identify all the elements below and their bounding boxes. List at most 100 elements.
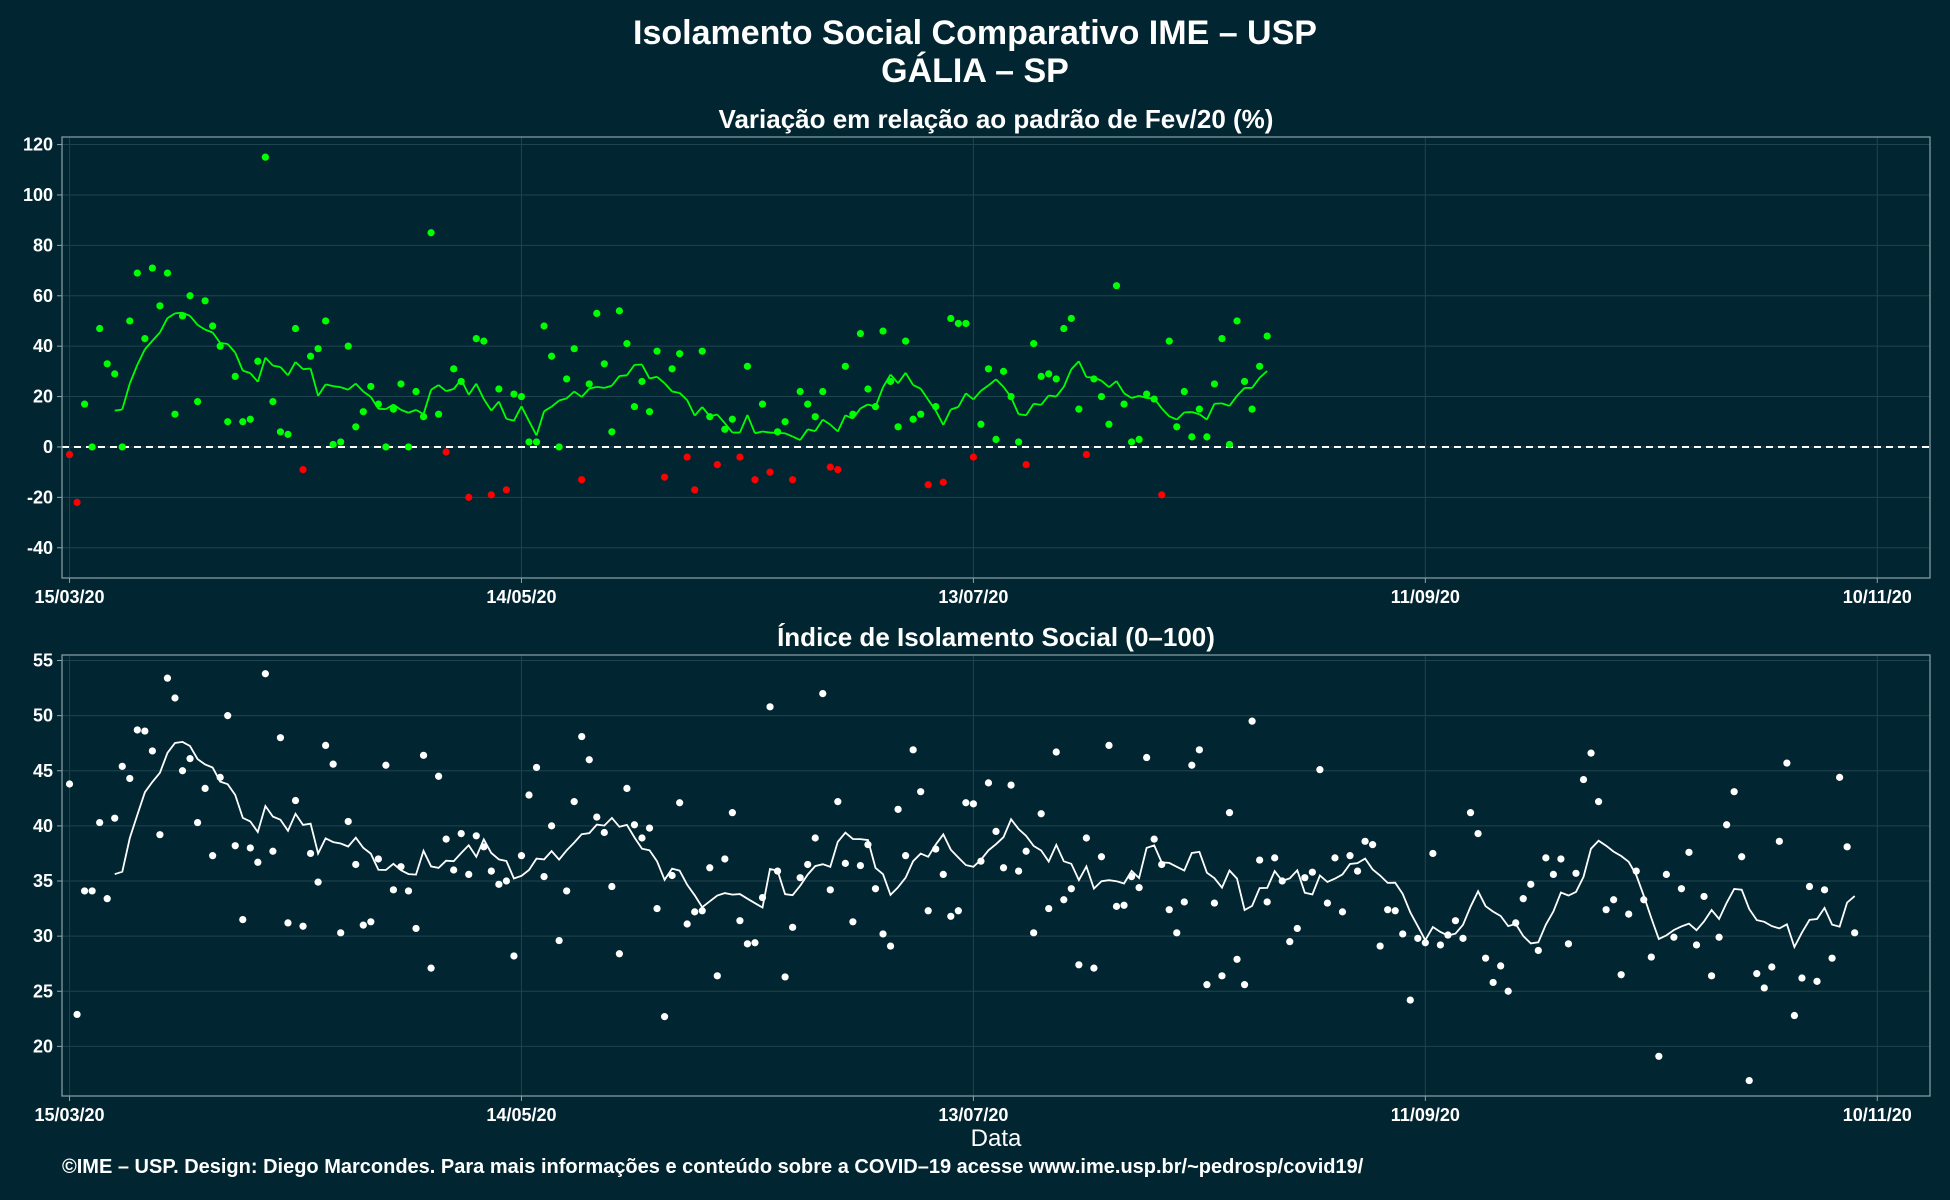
data-point	[96, 324, 104, 333]
moving-average-segment	[972, 390, 982, 401]
moving-average-segment	[264, 357, 274, 367]
data-point	[1662, 870, 1670, 878]
data-point	[691, 908, 699, 916]
data-point	[894, 805, 902, 813]
data-point	[389, 886, 398, 894]
data-point	[1384, 906, 1392, 914]
data-point	[1745, 1076, 1753, 1085]
data-point	[856, 329, 865, 338]
data-point	[1060, 324, 1068, 333]
y-tick-label: 20	[33, 1036, 53, 1056]
moving-average-segment	[619, 374, 628, 377]
data-point	[894, 423, 902, 431]
data-point	[856, 861, 865, 870]
data-point	[1293, 924, 1301, 933]
moving-average-segment	[860, 403, 869, 410]
data-point	[419, 751, 428, 759]
data-point	[306, 352, 315, 360]
data-point	[917, 410, 925, 418]
moving-average-segment	[656, 376, 666, 384]
data-point	[676, 799, 684, 807]
moving-average-segment	[159, 317, 169, 333]
moving-average-segment	[904, 372, 914, 386]
data-point	[1112, 902, 1121, 910]
data-point	[487, 491, 495, 499]
data-point	[231, 372, 239, 380]
data-point	[1504, 987, 1512, 995]
data-point	[1579, 775, 1588, 784]
data-point	[1256, 856, 1264, 864]
data-point	[902, 337, 910, 345]
data-point	[1557, 855, 1565, 863]
data-point	[585, 380, 593, 388]
moving-average-segment	[604, 384, 613, 389]
y-tick-label: -40	[27, 538, 53, 558]
moving-average-segment	[581, 388, 590, 398]
x-tick-label: 10/11/20	[1843, 1105, 1912, 1125]
data-point	[811, 834, 819, 842]
data-point	[1331, 854, 1339, 862]
data-point	[992, 827, 1000, 836]
data-point	[209, 322, 217, 330]
data-point	[1670, 933, 1678, 941]
data-point	[1512, 919, 1520, 927]
data-point	[713, 972, 721, 980]
y-tick-label: 100	[23, 185, 53, 205]
data-point	[118, 762, 126, 770]
data-point	[563, 887, 571, 895]
data-point	[1489, 978, 1497, 987]
data-point	[909, 746, 917, 754]
y-tick-label: 40	[33, 336, 53, 356]
data-point	[1783, 759, 1791, 767]
data-point	[1127, 438, 1136, 446]
moving-average-segment	[1228, 395, 1238, 407]
data-point	[879, 930, 887, 938]
data-point	[1429, 849, 1437, 858]
data-point	[1316, 766, 1324, 774]
data-point	[939, 870, 947, 878]
data-point	[141, 335, 149, 343]
data-point	[359, 408, 367, 416]
data-point	[1240, 981, 1249, 989]
data-point	[480, 843, 488, 851]
data-point	[133, 269, 141, 277]
data-point	[1007, 781, 1015, 789]
data-point	[1444, 931, 1452, 939]
data-point	[1534, 946, 1542, 955]
moving-average-segment	[746, 414, 756, 434]
y-tick-label: 120	[23, 135, 53, 155]
data-point	[676, 350, 684, 358]
y-tick-label: 20	[33, 387, 53, 407]
data-point	[1263, 898, 1271, 906]
data-point	[1180, 387, 1188, 396]
data-point	[691, 486, 699, 494]
data-point	[216, 773, 224, 781]
y-tick-label: 35	[33, 871, 53, 891]
data-point	[239, 418, 247, 426]
moving-average-segment	[814, 419, 824, 432]
data-point	[1738, 853, 1746, 861]
moving-average-segment	[566, 390, 575, 400]
data-point	[954, 319, 962, 328]
moving-average-segment	[400, 409, 409, 414]
data-point	[999, 367, 1008, 375]
data-point	[450, 365, 458, 373]
panel-indice: Índice de Isolamento Social (0–100) 20 25 3…	[33, 622, 1931, 1152]
data-point	[156, 302, 164, 310]
data-point	[465, 493, 473, 501]
moving-average-segment	[573, 390, 583, 398]
data-point	[193, 818, 202, 827]
data-point	[713, 461, 721, 469]
moving-average-segment	[136, 349, 146, 366]
moving-average-segment	[294, 361, 304, 370]
moving-average-segment	[302, 367, 311, 371]
data-point	[796, 874, 804, 882]
data-point	[1775, 837, 1783, 845]
data-point	[645, 824, 654, 832]
data-point	[547, 822, 556, 830]
data-point	[1768, 963, 1776, 971]
moving-average-segment	[1115, 380, 1125, 394]
data-point	[992, 435, 1000, 443]
data-point	[1030, 340, 1038, 348]
moving-average-segment	[822, 418, 831, 426]
